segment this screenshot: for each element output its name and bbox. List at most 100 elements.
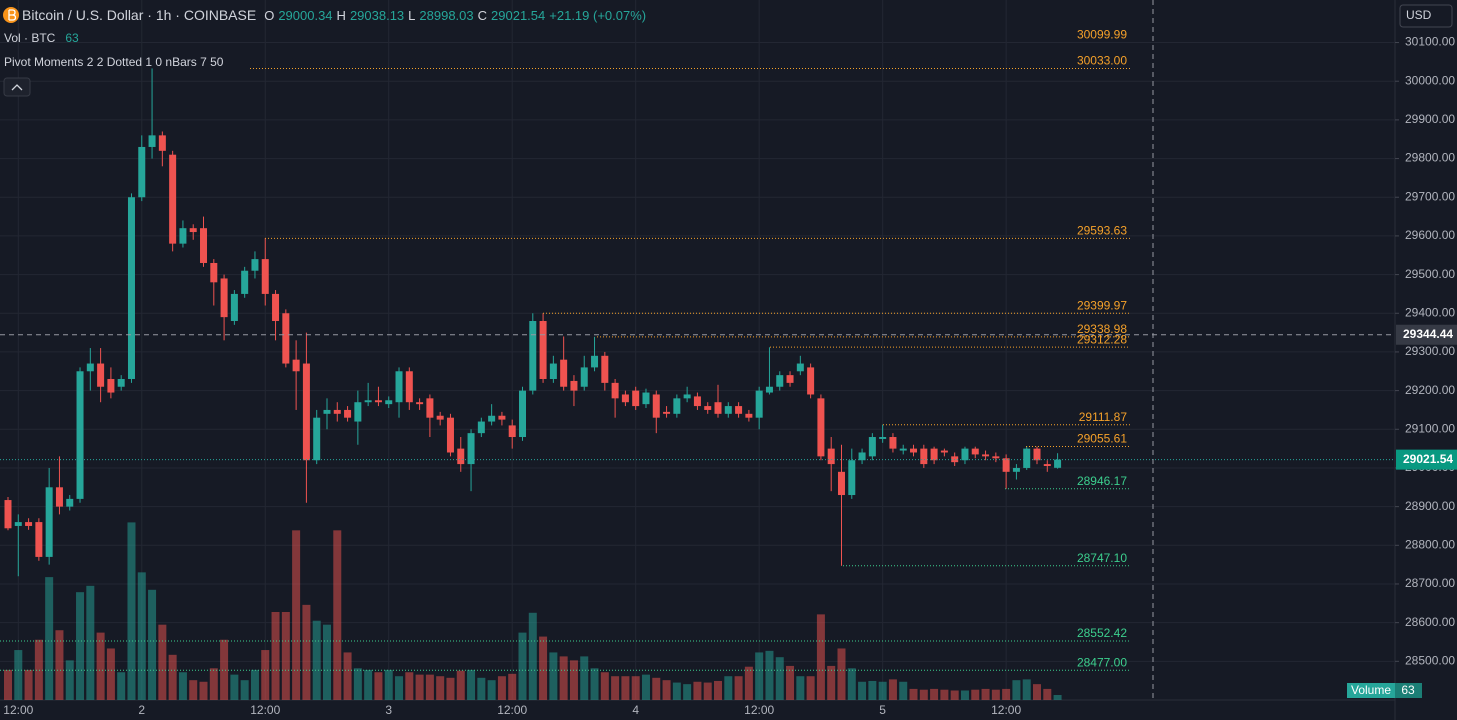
volume-bar	[590, 668, 599, 700]
volume-bar	[981, 688, 990, 700]
candle-body	[344, 409, 352, 418]
volume-bar	[55, 630, 64, 700]
x-tick-label: 12:00	[991, 703, 1021, 717]
pivot-label: 29312.28	[1077, 332, 1127, 346]
candle-body	[632, 390, 640, 407]
candle-body	[796, 363, 804, 372]
x-tick-label: 2	[138, 703, 145, 717]
volume-bar	[971, 689, 980, 700]
volume-legend: Vol · BTC 63	[4, 31, 79, 45]
candle-body	[446, 417, 454, 453]
volume-bar	[158, 624, 167, 700]
candle-body	[899, 448, 907, 451]
volume-bar	[45, 577, 54, 700]
y-tick-label: 29900.00	[1405, 112, 1455, 126]
last-price-box	[1396, 449, 1457, 470]
candle-body	[127, 197, 135, 380]
currency-box[interactable]	[1399, 4, 1453, 28]
volume-bar	[497, 676, 506, 700]
candle-body	[354, 402, 362, 422]
candle-body	[591, 355, 599, 368]
volume-bar	[1002, 688, 1011, 700]
candle-body	[570, 380, 578, 391]
y-tick-label: 28800.00	[1405, 537, 1455, 551]
pivot-label: 28946.17	[1077, 474, 1127, 488]
candle-body	[374, 400, 382, 403]
volume-bar	[786, 665, 795, 700]
candle-body	[436, 415, 444, 420]
volume-bar	[230, 674, 239, 700]
volume-bar	[189, 680, 198, 700]
indicator-name: Pivot Moments 2 2 Dotted 1 0 nBars 7 50	[4, 55, 224, 69]
currency[interactable]: USD	[1406, 8, 1432, 22]
y-tick-label: 29500.00	[1405, 267, 1455, 281]
volume-bar	[991, 689, 1000, 700]
candle-body	[97, 363, 105, 387]
volume-title: Vol · BTC	[4, 31, 56, 45]
ohlc-label: O	[264, 7, 275, 23]
volume-bar	[714, 680, 723, 700]
candle-body	[920, 448, 928, 465]
y-tick-label: 29300.00	[1405, 344, 1455, 358]
volume-bar	[724, 676, 733, 700]
volume-bar	[374, 672, 383, 700]
pivot-label: 28747.10	[1077, 551, 1127, 565]
candle-body	[333, 409, 341, 414]
candle-body	[786, 375, 794, 383]
volume-bar	[950, 690, 959, 700]
volume-bar	[24, 669, 33, 700]
y-tick-label: 30100.00	[1405, 35, 1455, 49]
indicator-legend: Pivot Moments 2 2 Dotted 1 0 nBars 7 50	[4, 55, 223, 69]
volume-bar	[1043, 688, 1052, 700]
volume-bar	[477, 677, 486, 700]
volume-bar	[364, 669, 373, 700]
candle-body	[1012, 467, 1020, 472]
crosshair-label: 29344.44	[1403, 327, 1453, 341]
volume-bar	[199, 681, 208, 700]
volume-bar	[405, 672, 414, 700]
volume-bar	[34, 639, 43, 700]
candle-body	[35, 522, 43, 557]
candle-body	[477, 421, 485, 434]
candle-body	[982, 454, 990, 457]
volume-bar	[436, 676, 445, 700]
volume-bar	[148, 589, 157, 700]
collapse-button[interactable]	[3, 77, 31, 97]
candle-body	[519, 390, 526, 438]
candle-body	[241, 270, 249, 294]
candle-body	[848, 460, 856, 496]
pivot-label: 29399.97	[1077, 298, 1127, 312]
volume-tag: Volume	[1351, 683, 1391, 697]
volume-bar	[343, 652, 352, 700]
x-tick-label: 4	[632, 703, 639, 717]
volume-bar	[312, 620, 321, 700]
candle-body	[179, 228, 187, 244]
y-tick-label: 28500.00	[1405, 653, 1455, 667]
candle-body	[467, 433, 475, 465]
volume-bar	[672, 682, 681, 700]
volume-value: 63	[65, 31, 79, 45]
volume-bar	[518, 632, 527, 700]
candle-body	[55, 487, 63, 507]
volume-bar	[559, 656, 568, 700]
bitcoin-glyph	[8, 9, 17, 21]
volume-bar	[333, 530, 342, 700]
candle-body	[580, 367, 588, 387]
volume-bar	[384, 669, 393, 700]
candle-body	[1002, 458, 1010, 472]
y-tick-label: 28600.00	[1405, 615, 1455, 629]
candle-body	[549, 363, 557, 380]
candle-body	[652, 394, 660, 418]
chevron-icon[interactable]	[11, 84, 23, 91]
y-tick-label: 29800.00	[1405, 151, 1455, 165]
volume-bar	[322, 624, 331, 700]
volume-bar	[220, 639, 229, 700]
volume-bar	[703, 682, 712, 700]
candle-body	[776, 375, 784, 387]
volume-bar	[240, 680, 249, 700]
candle-body	[971, 448, 979, 455]
volume-bar	[76, 592, 85, 700]
candle-body	[611, 382, 619, 399]
candle-body	[405, 371, 413, 403]
